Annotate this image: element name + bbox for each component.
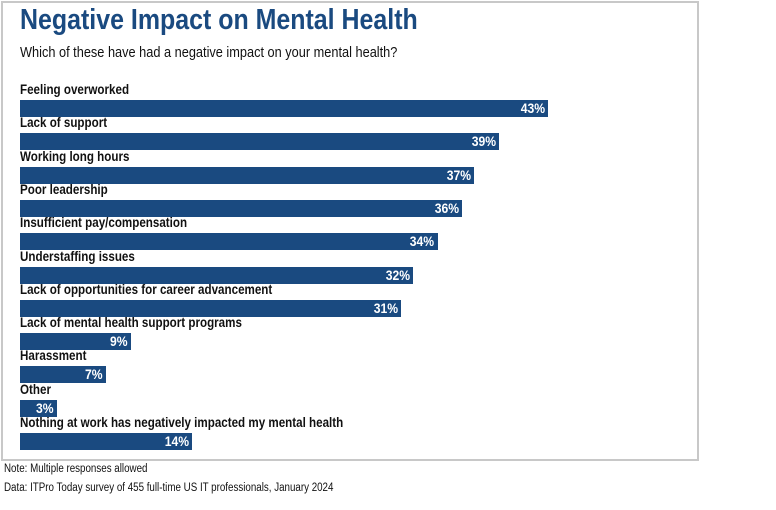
category-label: Insufficient pay/compensation: [20, 215, 188, 231]
category-label: Lack of support: [20, 115, 108, 131]
bar: 31%: [20, 299, 401, 317]
bar: 32%: [20, 266, 413, 284]
chart-subtitle: Which of these have had a negative impac…: [20, 45, 398, 61]
value-label: 34%: [410, 234, 435, 250]
category-label: Lack of opportunities for career advance…: [20, 281, 273, 297]
category-label: Working long hours: [20, 148, 130, 164]
category-label: Nothing at work has negatively impacted …: [20, 415, 344, 430]
chart-note: Note: Multiple responses allowed: [4, 463, 148, 475]
category-label: Lack of mental health support programs: [20, 315, 242, 331]
category-label: Harassment: [20, 348, 87, 364]
category-label: Understaffing issues: [20, 248, 135, 264]
chart-title: Negative Impact on Mental Health: [20, 4, 418, 36]
bar: 14%: [20, 433, 192, 450]
value-label: 31%: [373, 300, 398, 316]
bar: 3%: [20, 399, 57, 417]
value-label: 39%: [471, 134, 496, 150]
chart-frame: [1, 1, 699, 461]
value-label: 32%: [385, 267, 410, 283]
value-label: 3%: [36, 400, 54, 416]
value-label: 14%: [164, 434, 189, 449]
category-label: Poor leadership: [20, 181, 108, 197]
bar: 7%: [20, 366, 106, 384]
bar: 36%: [20, 199, 463, 217]
value-label: 7%: [85, 367, 103, 383]
bar: 37%: [20, 166, 475, 184]
category-label: Feeling overworked: [20, 82, 130, 97]
value-label: 37%: [447, 167, 472, 183]
bar: 39%: [20, 133, 499, 151]
category-label: Other: [20, 381, 51, 397]
value-label: 36%: [434, 200, 460, 216]
bar: 9%: [20, 333, 131, 351]
chart-source: Data: ITPro Today survey of 455 full-tim…: [4, 482, 334, 494]
bar: 34%: [20, 233, 438, 251]
bar: 43%: [20, 100, 549, 117]
value-label: 43%: [520, 101, 546, 116]
value-label: 9%: [109, 334, 128, 350]
